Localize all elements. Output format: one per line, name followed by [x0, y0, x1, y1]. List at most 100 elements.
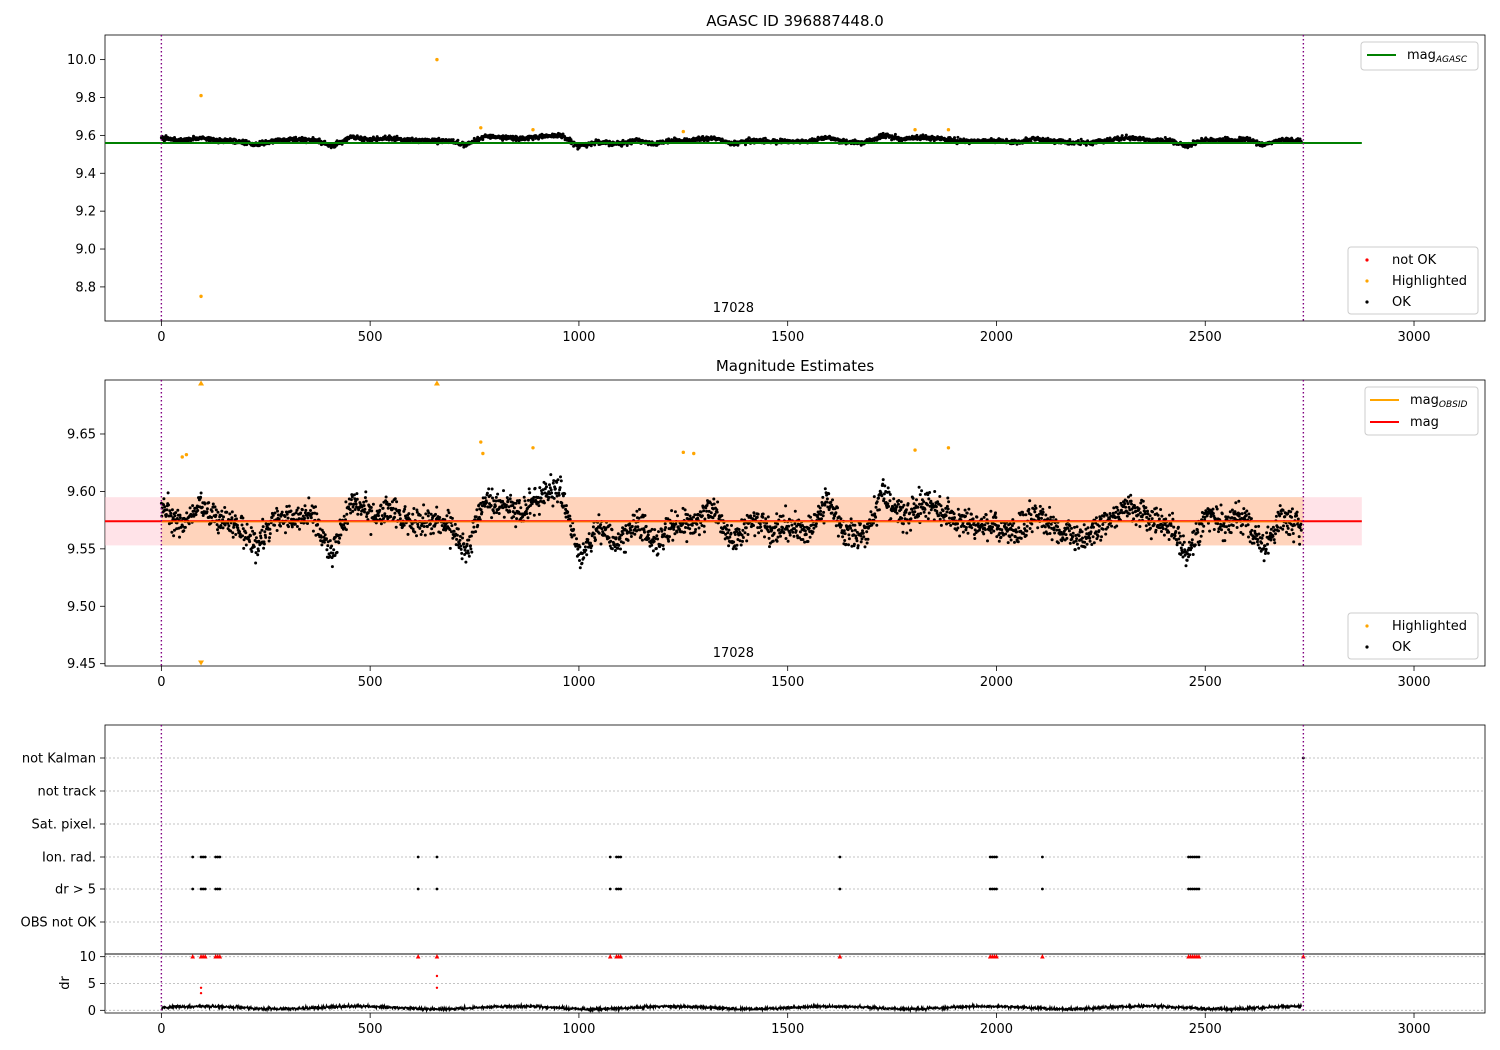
ok-point: [804, 533, 808, 536]
ok-point: [410, 522, 414, 526]
ok-point: [591, 525, 595, 529]
ok-point: [509, 493, 513, 497]
ok-point: [494, 499, 498, 503]
ok-point: [556, 500, 559, 504]
x-tick-label-0-5: 2500: [1189, 330, 1222, 345]
ok-point: [844, 542, 848, 546]
ok-point: [1079, 137, 1083, 141]
ok-point: [199, 495, 203, 499]
ok-point: [703, 517, 707, 521]
ok-point: [803, 540, 807, 544]
ok-point: [767, 530, 771, 534]
ok-point: [946, 496, 950, 500]
ok-point: [779, 530, 783, 534]
ok-point: [1021, 510, 1024, 514]
ok-point: [259, 536, 263, 540]
ok-point: [599, 542, 603, 546]
ok-point: [261, 517, 265, 521]
y-tick-label-0-4: 9.6: [75, 129, 96, 144]
ok-point: [755, 515, 759, 519]
ok-point: [393, 497, 397, 501]
ok-point: [256, 553, 260, 557]
ok-point: [738, 539, 742, 543]
ok-point: [231, 535, 235, 539]
ok-point: [566, 510, 570, 514]
ok-point: [752, 524, 755, 527]
ok-point: [1015, 530, 1019, 534]
ok-point: [646, 533, 650, 537]
ok-point: [982, 515, 986, 519]
ok-point: [304, 508, 308, 512]
ok-point: [557, 493, 561, 497]
series-ok-0: [159, 131, 1303, 151]
ok-point: [693, 513, 697, 517]
ok-point: [873, 512, 877, 516]
ok-point: [590, 544, 594, 548]
x-tick-label-0-6: 3000: [1397, 330, 1430, 345]
ok-point: [513, 511, 517, 515]
ok-point: [572, 533, 576, 537]
ok-point: [801, 538, 805, 541]
ok-point: [512, 506, 516, 510]
ok-point: [502, 489, 505, 493]
ok-point: [941, 509, 945, 513]
ok-point: [578, 545, 582, 549]
ok-point: [164, 513, 168, 516]
ok-point: [559, 475, 562, 479]
ok-point: [989, 531, 993, 535]
ok-point: [1016, 540, 1020, 544]
ok-point: [210, 509, 214, 513]
ok-point: [660, 529, 664, 533]
ok-point: [803, 529, 807, 533]
ok-point: [215, 523, 219, 527]
ok-point: [915, 133, 919, 137]
ok-point: [784, 504, 788, 508]
ok-point: [862, 535, 866, 539]
ok-point: [545, 485, 548, 489]
ok-point: [362, 500, 366, 504]
ok-point: [285, 505, 289, 508]
ok-point: [741, 539, 744, 543]
ok-point: [1049, 515, 1053, 519]
ok-point: [594, 538, 597, 542]
ok-point: [330, 544, 334, 548]
ok-point: [775, 539, 779, 543]
ok-point: [295, 525, 299, 528]
x-tick-label-1-2: 1000: [562, 675, 595, 690]
ok-point: [983, 523, 987, 527]
ok-point: [403, 507, 407, 511]
ok-point: [168, 509, 172, 513]
ok-point: [927, 497, 931, 501]
ok-point: [252, 545, 256, 549]
ok-point: [257, 549, 260, 553]
ok-point: [1055, 528, 1059, 532]
ok-point: [229, 529, 233, 533]
ok-point: [283, 515, 287, 518]
ok-point: [592, 532, 596, 536]
ok-point: [807, 526, 811, 530]
ok-point: [448, 546, 452, 550]
ok-point: [1030, 522, 1034, 526]
ok-point: [1077, 546, 1081, 550]
ok-point: [365, 515, 369, 519]
ok-point: [366, 511, 370, 515]
ok-point: [276, 513, 280, 517]
ok-point: [273, 511, 277, 515]
ok-point: [715, 510, 719, 514]
ok-point: [467, 538, 471, 542]
ok-point: [178, 535, 181, 539]
ok-point: [461, 536, 464, 540]
ok-point: [818, 506, 822, 510]
ok-point: [589, 549, 593, 553]
ok-point: [908, 511, 912, 515]
ok-point: [485, 491, 489, 495]
ok-point: [969, 523, 973, 527]
ok-point: [423, 533, 427, 537]
ok-point: [199, 491, 203, 495]
ok-point: [223, 523, 227, 527]
ok-point: [709, 511, 713, 515]
ok-point: [768, 545, 771, 549]
ok-point: [462, 542, 466, 546]
ok-point: [182, 529, 186, 533]
ok-point: [418, 513, 422, 517]
